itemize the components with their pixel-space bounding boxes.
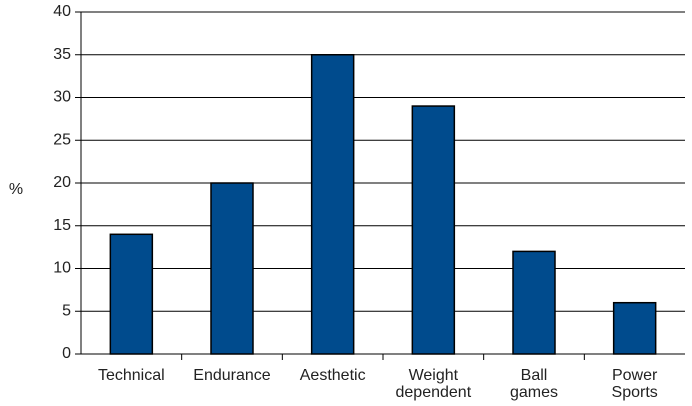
x-tick-label-line: Power (612, 367, 658, 384)
y-tick-label: 5 (62, 302, 71, 319)
grid-lines (81, 11, 685, 312)
x-tick-label-line: Technical (98, 367, 165, 384)
bar (512, 250, 556, 355)
bar (210, 182, 254, 355)
x-tick-label: Technical (98, 367, 165, 384)
y-tick-label: 10 (53, 260, 71, 277)
x-tick-label-line: Endurance (193, 367, 270, 384)
x-tick-label: Endurance (193, 367, 270, 384)
x-tick-label: Weight dependent (396, 367, 472, 401)
x-tick-label: Aesthetic (300, 367, 366, 384)
x-tick-label-line: games (510, 384, 558, 401)
y-tick-label: 20 (53, 174, 71, 191)
y-tick-label: 15 (53, 217, 71, 234)
bars (109, 54, 657, 355)
x-tick-label: Ball games (510, 367, 558, 401)
y-axis-label: % (9, 181, 23, 198)
x-tick-label-line: Sports (612, 384, 658, 401)
x-tick-label-line: dependent (396, 384, 472, 401)
x-tick-labels: Technical Endurance Aesthetic Weight depende… (98, 354, 658, 401)
y-tick-label: 40 (53, 3, 71, 20)
x-tick-label-line: Weight (409, 367, 459, 384)
x-tick-label-line: Ball (521, 367, 548, 384)
y-tick-label: 35 (53, 46, 71, 63)
y-tick-label: 25 (53, 131, 71, 148)
y-tick-label: 0 (62, 345, 71, 362)
bar (411, 105, 456, 355)
y-tick-label: 30 (53, 89, 71, 106)
y-tick-labels: 0 5 10 15 20 25 30 35 40 (53, 3, 81, 362)
bar (612, 301, 657, 355)
bar (310, 54, 355, 355)
x-tick-label: Power Sports (612, 367, 658, 401)
x-tick-label-line: Aesthetic (300, 367, 366, 384)
bar (109, 233, 154, 355)
